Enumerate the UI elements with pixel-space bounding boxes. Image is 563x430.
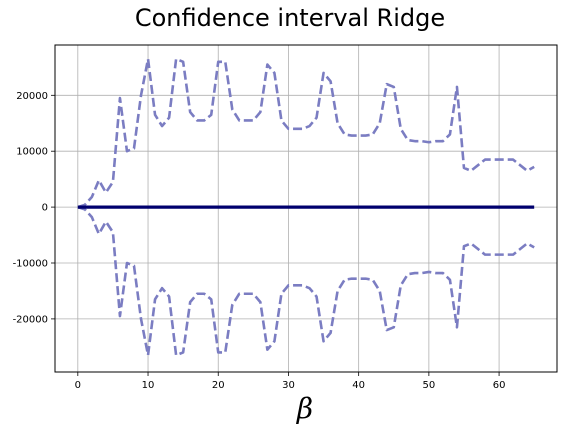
y-tick-label: -20000 bbox=[13, 314, 48, 325]
y-tick-label: 10000 bbox=[16, 147, 48, 158]
y-tick-label: -10000 bbox=[13, 259, 48, 270]
series-line-lower-bound bbox=[77, 205, 535, 357]
x-axis-label: β bbox=[296, 392, 313, 425]
series-group bbox=[77, 57, 535, 357]
plot-frame bbox=[54, 44, 558, 373]
x-tick-label: 30 bbox=[282, 380, 295, 391]
x-tick-label: 20 bbox=[212, 380, 225, 391]
chart-title: Confidence interval Ridge bbox=[135, 4, 445, 32]
y-tick-label: 0 bbox=[42, 203, 48, 214]
x-tick-label: 0 bbox=[75, 380, 81, 391]
x-tick-label: 60 bbox=[493, 380, 506, 391]
x-tick-label: 50 bbox=[422, 380, 435, 391]
series-line-upper-bound bbox=[77, 57, 535, 209]
x-tick-label: 40 bbox=[352, 380, 365, 391]
x-tick-label: 10 bbox=[142, 380, 155, 391]
ticks: 0 10 20 30 40 50 60 -20000 -10000 0 10000 20000 bbox=[13, 91, 506, 391]
y-tick-label: 20000 bbox=[16, 91, 48, 102]
